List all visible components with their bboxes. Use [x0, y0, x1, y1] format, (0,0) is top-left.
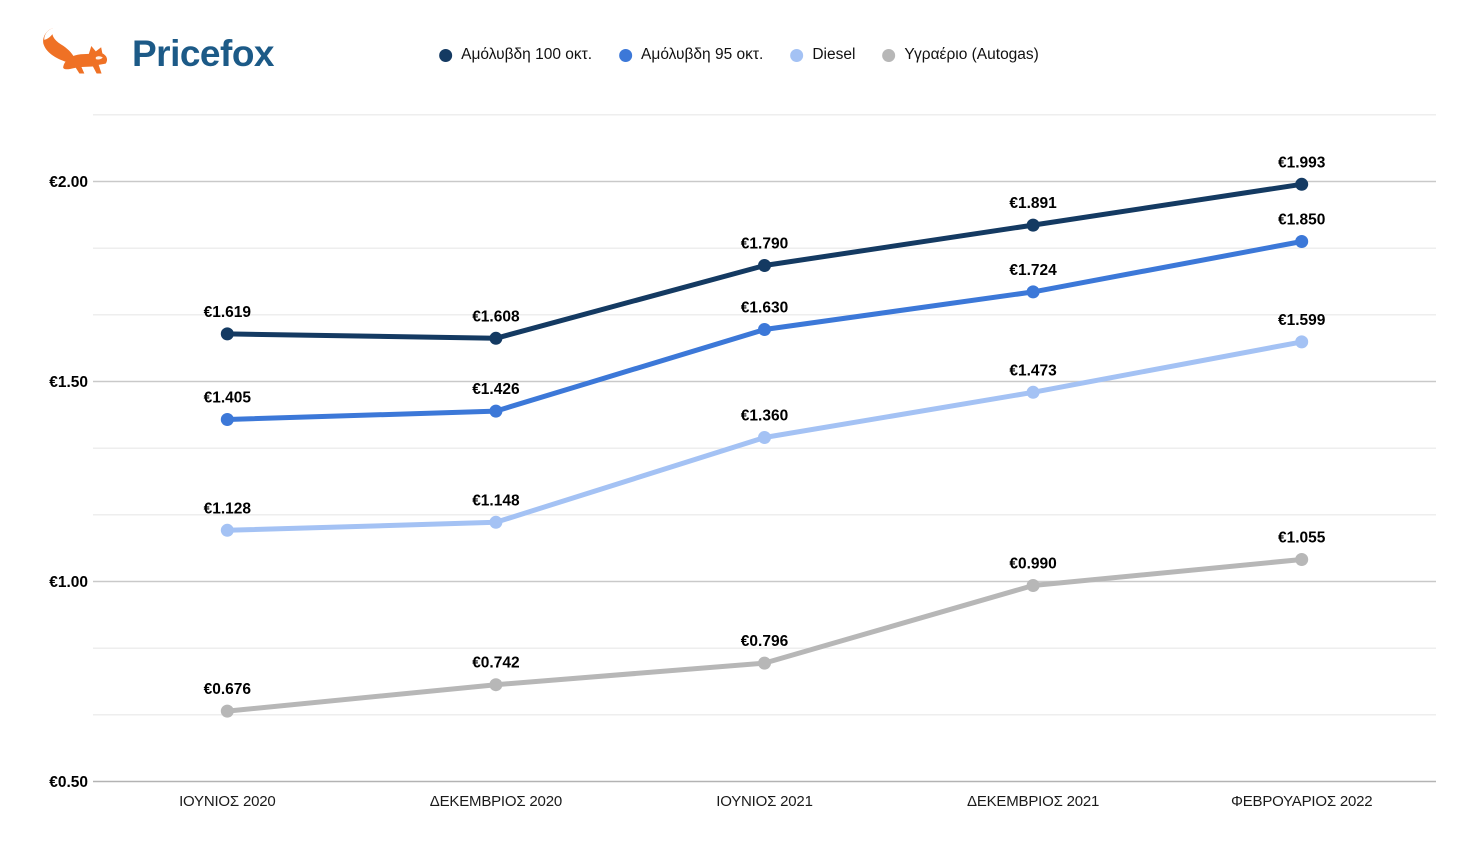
data-point-unleaded-95: [758, 323, 771, 336]
legend-dot-unleaded-100: [439, 48, 453, 62]
data-point-unleaded-95: [220, 413, 234, 426]
data-label-unleaded-100: €1.608: [472, 308, 520, 325]
legend-label-diesel: Diesel: [812, 46, 856, 63]
data-label-unleaded-95: €1.630: [741, 300, 788, 317]
data-point-autogas: [489, 678, 503, 692]
chart-legend: Αμόλυβδη 100 οκτ. Αμόλυβδη 95 οκτ. Diesel Υ…: [439, 46, 1039, 64]
data-point-unleaded-100: [220, 327, 234, 341]
data-point-unleaded-95: [1026, 285, 1040, 299]
header: Pricefox Αμόλυβδη 100 οκτ. Αμόλυβδη 95 οκ…: [0, 0, 1478, 100]
data-point-autogas: [1026, 579, 1040, 592]
y-tick-label: €0.50: [49, 774, 88, 791]
y-tick-label: €1.50: [49, 374, 88, 391]
legend-item-unleaded-100: Αμόλυβδη 100 οκτ.: [439, 46, 592, 64]
legend-label-autogas: Υγραέριο (Autogas): [904, 46, 1039, 63]
x-tick-label: ΦΕΒΡΟΥΑΡΙΟΣ 2022: [1231, 793, 1373, 810]
data-point-unleaded-95: [1295, 235, 1309, 248]
x-tick-label: ΔΕΚΕΜΒΡΙΟΣ 2021: [967, 793, 1099, 810]
data-label-diesel: €1.599: [1278, 312, 1326, 329]
data-label-unleaded-95: €1.850: [1278, 212, 1325, 229]
data-point-autogas: [1295, 553, 1309, 566]
data-label-diesel: €1.148: [472, 492, 520, 509]
data-label-autogas: €0.796: [741, 633, 789, 650]
x-tick-label: ΙΟΥΝΙΟΣ 2021: [716, 793, 812, 810]
data-point-unleaded-95: [489, 404, 503, 418]
legend-label-unleaded-95: Αμόλυβδη 95 οκτ.: [641, 46, 764, 63]
data-label-unleaded-100: €1.891: [1009, 195, 1057, 212]
series-unleaded-95: €1.405 €1.426 €1.630 €1.724 €1.850: [204, 212, 1325, 426]
data-label-unleaded-95: €1.405: [204, 390, 252, 407]
data-point-unleaded-100: [489, 331, 503, 345]
data-label-diesel: €1.360: [741, 408, 788, 425]
legend-item-unleaded-95: Αμόλυβδη 95 οκτ.: [619, 46, 763, 64]
gridlines: [93, 114, 1436, 716]
data-label-unleaded-100: €1.790: [741, 236, 788, 253]
data-point-diesel: [1026, 385, 1040, 399]
data-label-autogas: €0.990: [1009, 556, 1056, 573]
brand-name: Pricefox: [132, 32, 275, 74]
data-label-unleaded-95: €1.724: [1009, 262, 1057, 279]
series-autogas: €0.676 €0.742 €0.796 €0.990 €1.055: [204, 530, 1326, 718]
data-point-unleaded-100: [758, 259, 771, 272]
data-point-diesel: [758, 431, 771, 444]
legend-item-autogas: Υγραέριο (Autogas): [882, 46, 1039, 64]
data-label-diesel: €1.128: [204, 500, 252, 517]
legend-dot-unleaded-95: [619, 48, 633, 62]
data-point-autogas: [220, 704, 234, 718]
series-diesel: €1.128 €1.148 €1.360 €1.473 €1.599: [204, 312, 1326, 537]
data-label-unleaded-95: €1.426: [472, 381, 520, 398]
data-point-unleaded-100: [1026, 218, 1040, 232]
data-label-unleaded-100: €1.619: [204, 304, 252, 321]
series-unleaded-100: €1.619 €1.608 €1.790 €1.891 €1.993: [204, 154, 1326, 345]
data-point-unleaded-100: [1295, 177, 1309, 191]
x-tick-label: ΙΟΥΝΙΟΣ 2020: [179, 793, 275, 810]
data-point-diesel: [1295, 335, 1309, 349]
data-label-unleaded-100: €1.993: [1278, 154, 1326, 171]
x-tick-label: ΔΕΚΕΜΒΡΙΟΣ 2020: [430, 793, 562, 810]
data-label-autogas: €0.676: [204, 681, 252, 698]
fox-icon: [43, 27, 108, 74]
legend-dot-autogas: [882, 48, 896, 62]
legend-dot-diesel: [790, 48, 804, 62]
y-axis-labels: €0.50 €1.00 €1.50 €2.00: [49, 174, 88, 791]
data-label-autogas: €1.055: [1278, 530, 1326, 547]
data-point-diesel: [489, 515, 503, 529]
legend-item-diesel: Diesel: [790, 46, 855, 64]
data-point-diesel: [220, 523, 234, 537]
x-axis-labels: ΙΟΥΝΙΟΣ 2020 ΔΕΚΕΜΒΡΙΟΣ 2020 ΙΟΥΝΙΟΣ 2021 Δ…: [179, 793, 1373, 810]
pricefox-logo: Pricefox: [38, 22, 275, 84]
legend-label-unleaded-100: Αμόλυβδη 100 οκτ.: [461, 46, 593, 63]
y-tick-label: €1.00: [49, 574, 88, 591]
data-point-autogas: [758, 656, 771, 670]
data-label-diesel: €1.473: [1009, 362, 1057, 379]
y-tick-label: €2.00: [49, 174, 88, 191]
data-label-autogas: €0.742: [472, 655, 519, 672]
